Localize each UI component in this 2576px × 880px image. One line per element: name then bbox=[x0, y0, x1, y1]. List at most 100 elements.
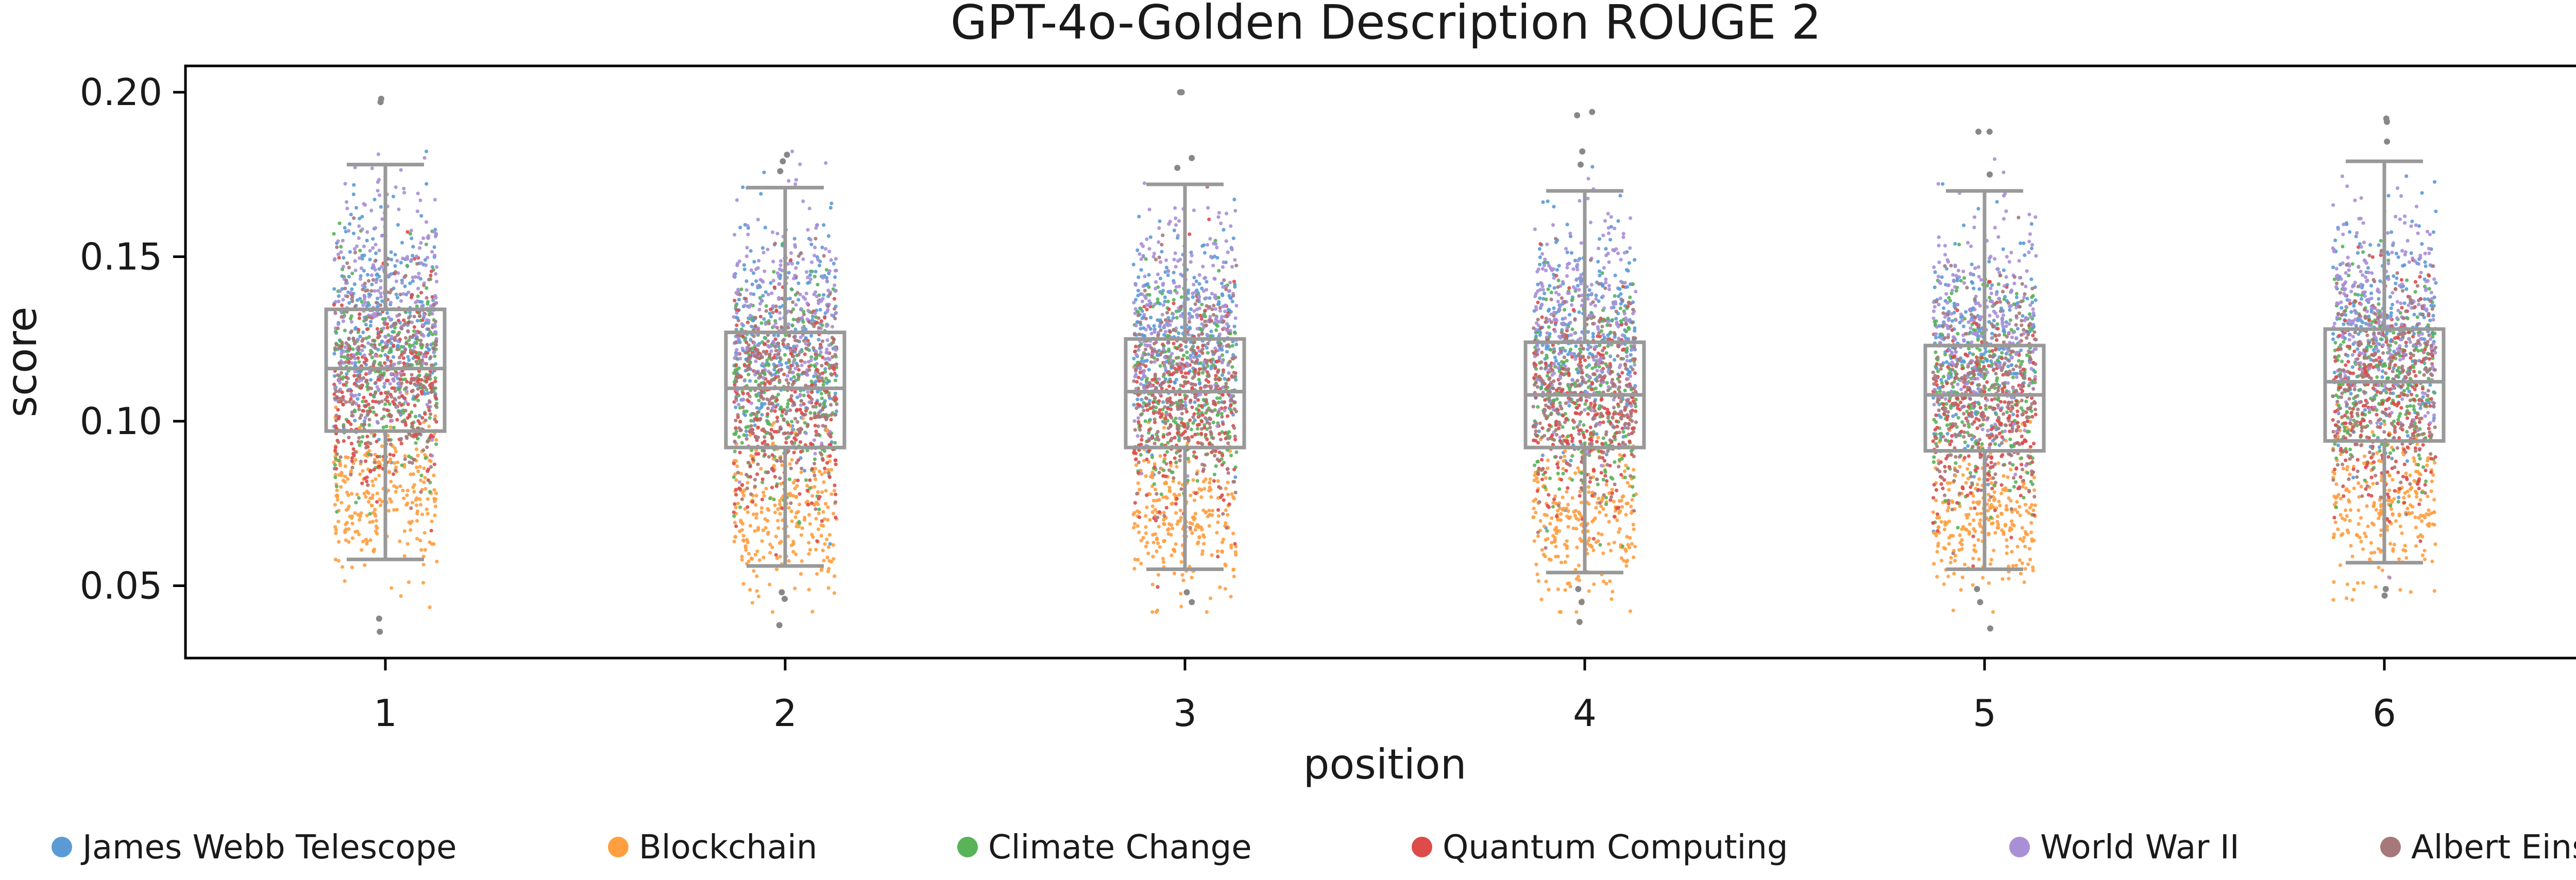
strip-point bbox=[399, 261, 403, 265]
strip-point bbox=[1998, 504, 2002, 508]
strip-point bbox=[1940, 275, 1944, 279]
strip-point bbox=[351, 231, 356, 235]
strip-point bbox=[764, 304, 768, 308]
strip-point bbox=[428, 605, 432, 609]
strip-point bbox=[2377, 459, 2381, 463]
strip-point bbox=[2003, 523, 2008, 527]
strip-point bbox=[1999, 306, 2004, 310]
strip-point bbox=[1578, 537, 1582, 541]
strip-point bbox=[2363, 454, 2367, 458]
strip-point bbox=[1935, 515, 1939, 520]
strip-point bbox=[1628, 484, 1632, 488]
strip-point bbox=[389, 257, 394, 262]
strip-point bbox=[1989, 515, 1993, 520]
strip-point bbox=[2426, 494, 2430, 498]
strip-point bbox=[1136, 509, 1140, 513]
strip-point bbox=[386, 488, 391, 493]
strip-point bbox=[755, 406, 759, 410]
strip-point bbox=[339, 245, 343, 249]
strip-point bbox=[1607, 542, 1611, 546]
strip-point bbox=[334, 485, 339, 489]
strip-point bbox=[1986, 482, 1990, 487]
strip-point bbox=[2374, 393, 2378, 397]
strip-point bbox=[1153, 532, 1157, 536]
strip-point bbox=[1977, 522, 1981, 526]
strip-point bbox=[405, 542, 410, 546]
strip-point bbox=[416, 399, 420, 403]
strip-point bbox=[1234, 378, 1238, 382]
strip-point bbox=[1587, 502, 1591, 506]
series-points-2 bbox=[332, 221, 2437, 548]
strip-point bbox=[423, 321, 428, 325]
strip-point bbox=[802, 393, 806, 398]
strip-point bbox=[1976, 338, 1980, 342]
strip-point bbox=[390, 386, 394, 390]
strip-point bbox=[1934, 531, 1938, 536]
strip-point bbox=[2420, 553, 2425, 557]
strip-point bbox=[361, 469, 365, 473]
strip-point bbox=[1613, 358, 1617, 362]
strip-point bbox=[1174, 309, 1179, 314]
strip-point bbox=[2414, 489, 2418, 494]
strip-point bbox=[1990, 283, 1994, 287]
strip-point bbox=[405, 230, 410, 234]
strip-point bbox=[392, 425, 396, 430]
strip-point bbox=[1175, 464, 1179, 469]
strip-point bbox=[1604, 453, 1608, 457]
strip-point bbox=[2003, 330, 2007, 334]
strip-point bbox=[1964, 310, 1968, 314]
strip-point bbox=[1554, 531, 1558, 535]
strip-point bbox=[1232, 324, 1236, 329]
strip-point bbox=[2008, 318, 2012, 322]
strip-point bbox=[1157, 498, 1161, 502]
strip-point bbox=[337, 294, 341, 298]
strip-point bbox=[2355, 533, 2359, 538]
strip-point bbox=[1940, 559, 1944, 563]
strip-point bbox=[1961, 324, 1965, 329]
strip-point bbox=[749, 475, 753, 479]
strip-point bbox=[768, 312, 772, 316]
strip-point bbox=[2389, 230, 2394, 234]
strip-point bbox=[1535, 460, 1539, 464]
strip-point bbox=[1536, 282, 1540, 287]
strip-point bbox=[1947, 362, 1952, 367]
strip-point bbox=[825, 538, 829, 542]
strip-point bbox=[2349, 544, 2353, 548]
strip-point bbox=[2418, 457, 2422, 461]
strip-point bbox=[387, 470, 392, 474]
strip-point bbox=[778, 555, 782, 559]
strip-point bbox=[367, 335, 371, 339]
strip-point bbox=[393, 461, 397, 465]
strip-point bbox=[2387, 488, 2392, 492]
strip-point bbox=[2405, 404, 2409, 409]
strip-point bbox=[2403, 491, 2407, 495]
strip-point bbox=[2361, 547, 2365, 551]
strip-point bbox=[1175, 316, 1179, 320]
strip-point bbox=[814, 429, 818, 434]
strip-point bbox=[2333, 520, 2337, 524]
strip-point bbox=[2419, 519, 2424, 523]
strip-point bbox=[1207, 508, 1211, 513]
strip-point bbox=[410, 363, 414, 367]
strip-point bbox=[1215, 530, 1219, 535]
strip-point bbox=[2411, 505, 2415, 509]
strip-point bbox=[1138, 488, 1142, 492]
strip-point bbox=[1945, 360, 1949, 364]
strip-point bbox=[1962, 562, 1967, 566]
strip-point bbox=[787, 506, 791, 510]
strip-point bbox=[1625, 481, 1630, 485]
strip-point bbox=[2405, 278, 2409, 282]
strip-point bbox=[2426, 323, 2430, 327]
strip-point bbox=[777, 541, 782, 545]
strip-point bbox=[732, 540, 736, 544]
strip-point bbox=[344, 522, 348, 526]
strip-point bbox=[337, 255, 341, 260]
strip-point bbox=[1544, 538, 1548, 542]
strip-point bbox=[833, 489, 837, 493]
strip-point bbox=[1136, 288, 1140, 292]
strip-point bbox=[1960, 420, 1964, 424]
strip-point bbox=[1624, 502, 1629, 506]
strip-point bbox=[2377, 565, 2381, 570]
strip-point bbox=[1173, 380, 1177, 384]
strip-point bbox=[812, 374, 816, 378]
